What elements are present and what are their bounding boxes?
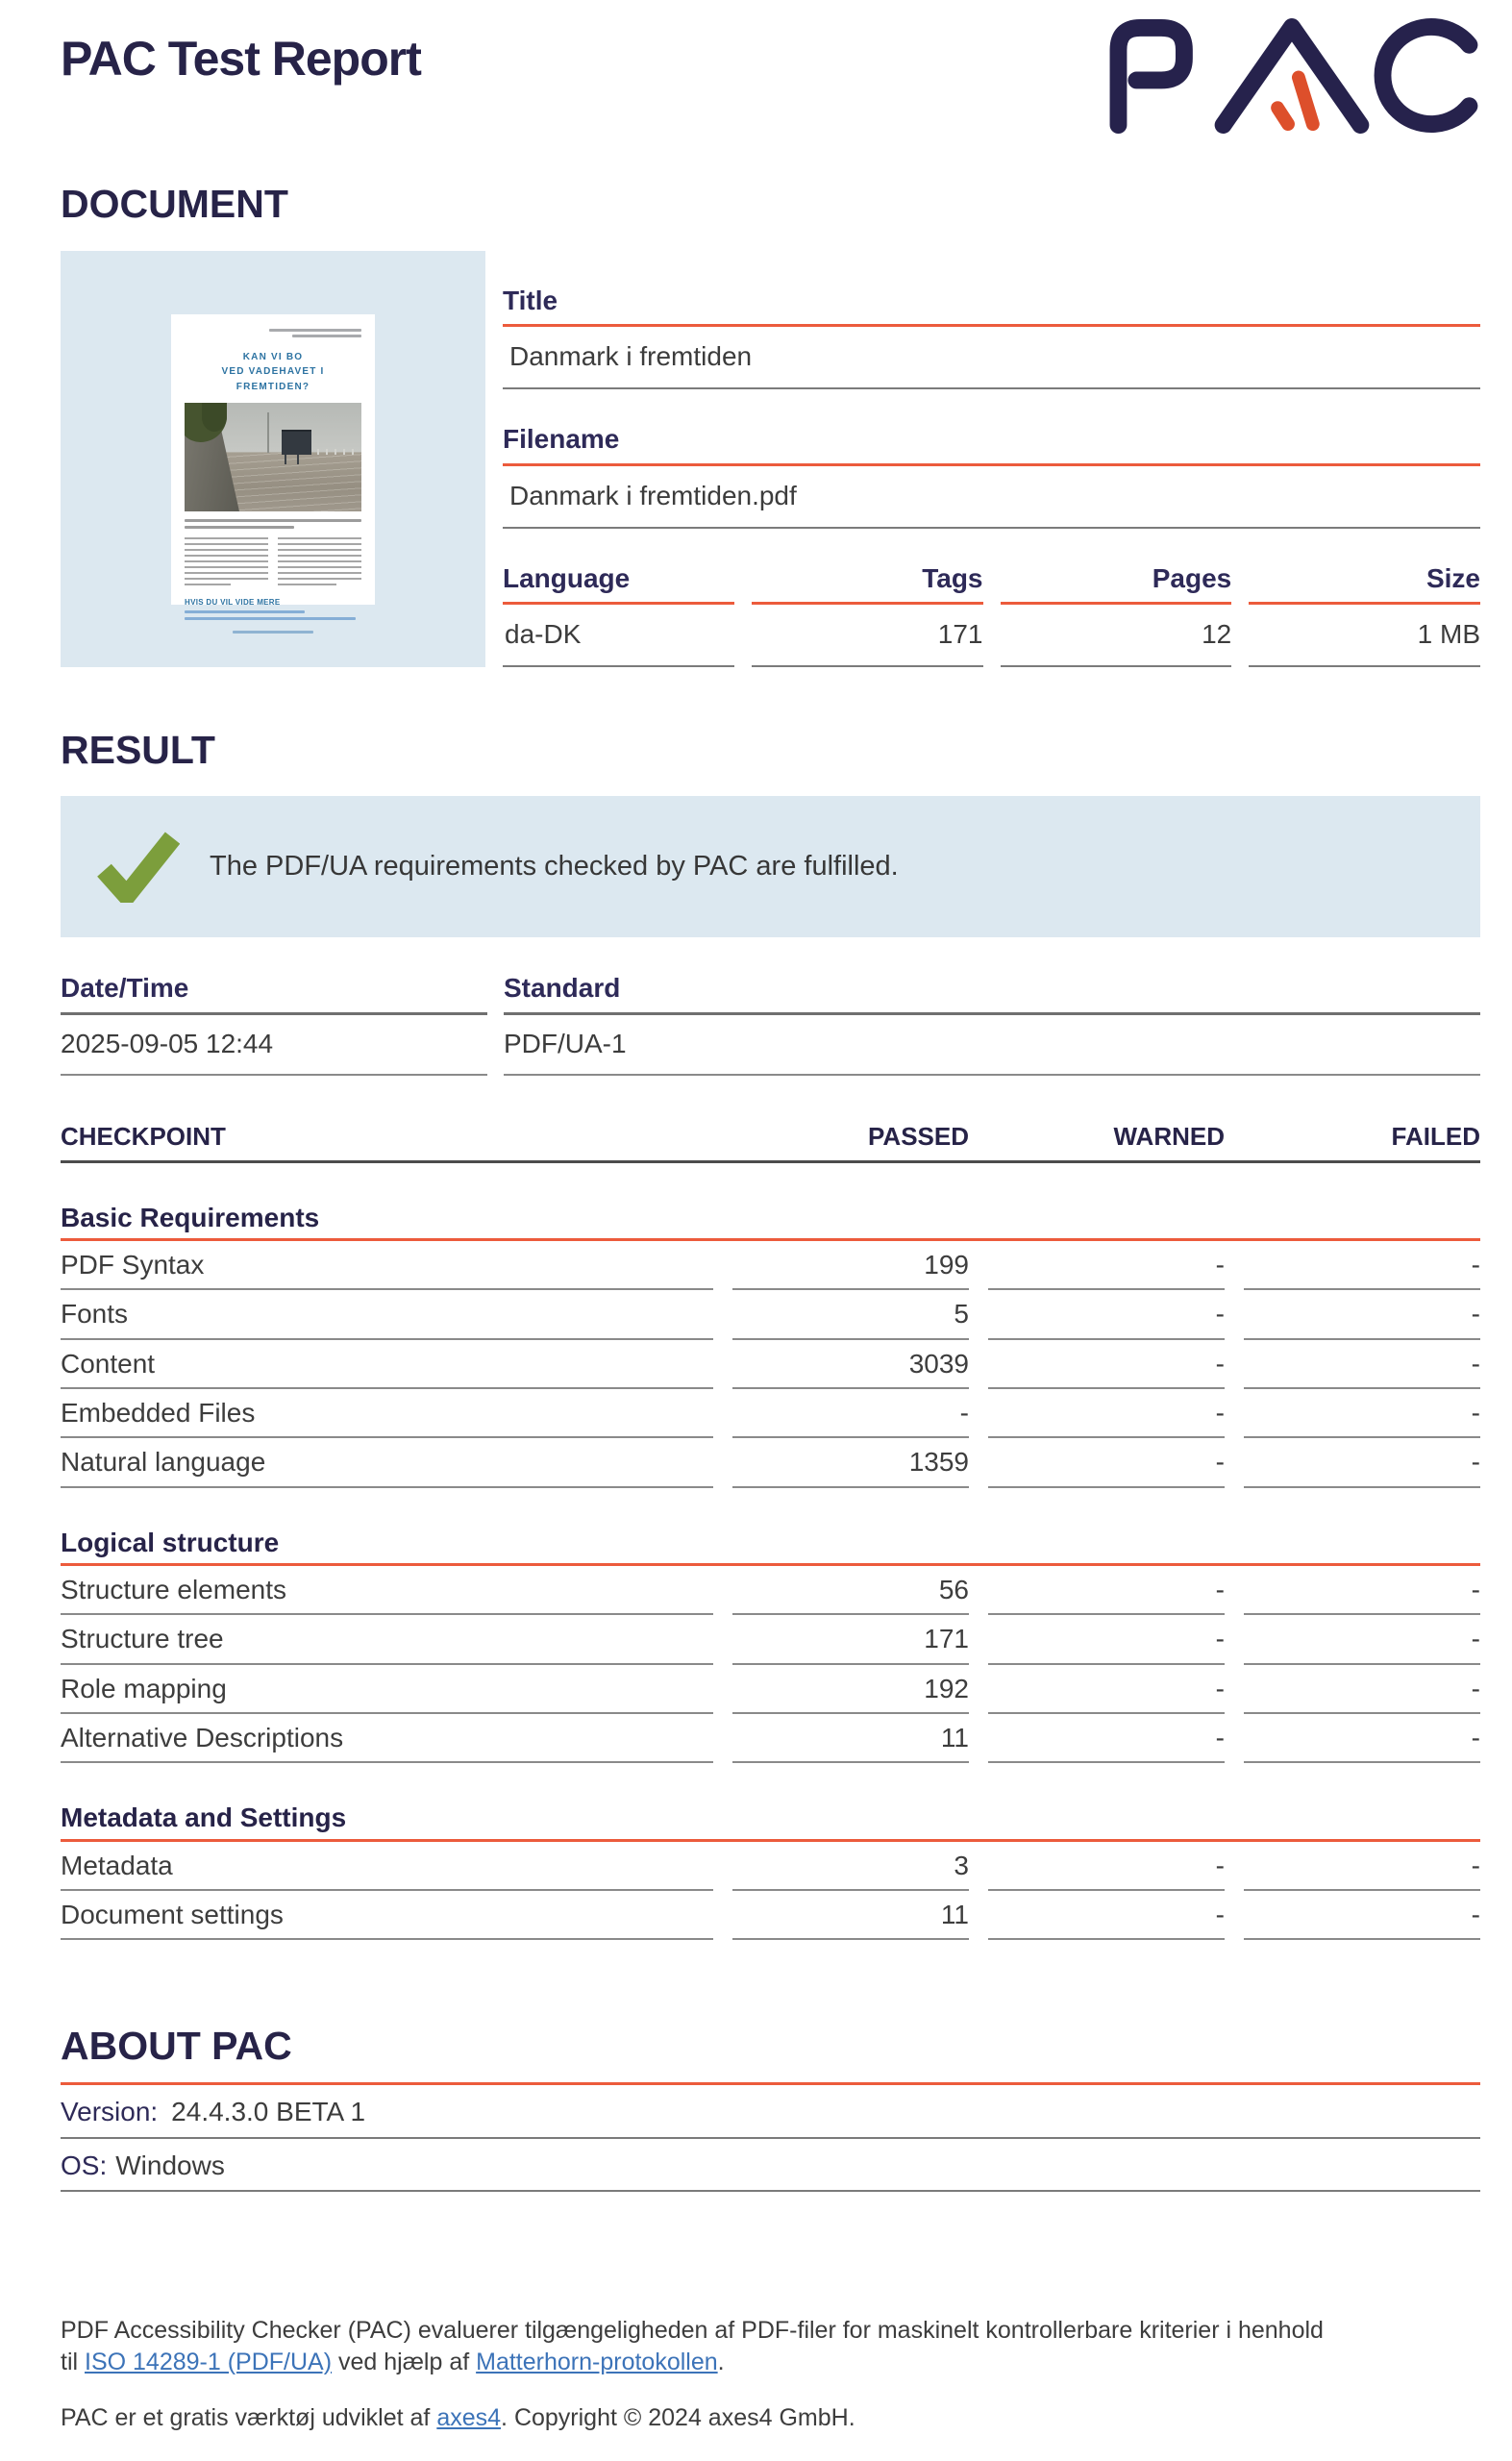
document-card: KAN VI BO VED VADEHAVET I FREMTIDEN? xyxy=(61,251,1480,668)
matterhorn-protocol-link[interactable]: Matterhorn-protokollen xyxy=(476,2348,718,2375)
thumb-credit-lines xyxy=(185,328,361,337)
title-label: Title xyxy=(503,284,1480,328)
about-heading: ABOUT PAC xyxy=(61,2025,1480,2086)
table-row: Structure tree 171 - - xyxy=(61,1615,1480,1665)
table-row: PDF Syntax 199 - - xyxy=(61,1241,1480,1291)
language-value: da-DK xyxy=(503,605,734,668)
thumb-column-left xyxy=(185,537,268,589)
iso-14289-link[interactable]: ISO 14289-1 (PDF/UA) xyxy=(85,2348,333,2375)
horizon-posts xyxy=(317,448,360,456)
tags-label: Tags xyxy=(751,561,983,606)
table-row: Natural language 1359 - - xyxy=(61,1438,1480,1488)
axes4-link[interactable]: axes4 xyxy=(436,2403,502,2431)
filename-label: Filename xyxy=(503,422,1480,466)
page-title: PAC Test Report xyxy=(61,32,422,86)
table-row: Document settings 11 - - xyxy=(61,1891,1480,1941)
col-passed: PASSED xyxy=(868,1121,969,1151)
table-row: Content 3039 - - xyxy=(61,1340,1480,1390)
result-meta: Date/Time 2025-09-05 12:44 Standard PDF/… xyxy=(61,971,1480,1076)
col-failed: FAILED xyxy=(1391,1121,1480,1151)
checkmark-icon xyxy=(97,832,180,904)
field-size: Size 1 MB xyxy=(1249,561,1480,668)
standard-value: PDF/UA-1 xyxy=(504,1015,1480,1076)
table-row: Role mapping 192 - - xyxy=(61,1665,1480,1714)
tags-value: 171 xyxy=(751,605,983,668)
thumb-article-title: KAN VI BO VED VADEHAVET I FREMTIDEN? xyxy=(221,351,325,392)
table-row: Fonts 5 - - xyxy=(61,1290,1480,1340)
size-label: Size xyxy=(1249,561,1480,606)
datetime-label: Date/Time xyxy=(61,971,487,1015)
field-tags: Tags 171 xyxy=(751,561,983,668)
about-section: ABOUT PAC Version: 24.4.3.0 BETA 1 OS: Win… xyxy=(61,2025,1480,2192)
text-line-placeholder xyxy=(269,328,361,332)
section-title-basic-requirements: Basic Requirements xyxy=(61,1203,1480,1241)
document-heading: DOCUMENT xyxy=(61,182,288,226)
field-meta-row: Language da-DK Tags 171 Pages 12 Size 1 … xyxy=(503,561,1480,668)
table-row: Structure elements 56 - - xyxy=(61,1566,1480,1616)
col-warned: WARNED xyxy=(1113,1121,1225,1151)
thumb-more-label: HVIS DU VIL VIDE MERE xyxy=(185,598,281,608)
table-row: Embedded Files - - - xyxy=(61,1389,1480,1439)
thumb-link-line xyxy=(185,610,306,614)
standard-label: Standard xyxy=(504,971,1480,1015)
document-thumbnail-panel: KAN VI BO VED VADEHAVET I FREMTIDEN? xyxy=(61,251,485,668)
pages-value: 12 xyxy=(1000,605,1232,668)
flooded-shed xyxy=(282,430,312,464)
size-value: 1 MB xyxy=(1249,605,1480,668)
col-checkpoint: CHECKPOINT xyxy=(61,1121,226,1151)
checkpoint-table-header: CHECKPOINT PASSED WARNED FAILED xyxy=(61,1122,1480,1163)
checkpoint-table: CHECKPOINT PASSED WARNED FAILED Basic Re… xyxy=(61,1122,1480,1941)
text-line-placeholder xyxy=(185,526,295,530)
os-value: Windows xyxy=(115,2150,225,2180)
field-pages: Pages 12 xyxy=(1000,561,1232,668)
result-message: The PDF/UA requirements checked by PAC a… xyxy=(210,851,899,882)
section-title-logical-structure: Logical structure xyxy=(61,1528,1480,1566)
report-header: PAC Test Report xyxy=(61,17,1480,140)
pdf-first-page-thumbnail: KAN VI BO VED VADEHAVET I FREMTIDEN? xyxy=(171,313,375,634)
version-row: Version: 24.4.3.0 BETA 1 xyxy=(61,2085,1480,2139)
text-line-placeholder xyxy=(292,334,361,337)
os-label: OS: xyxy=(61,2150,108,2180)
field-language: Language da-DK xyxy=(503,561,734,668)
footer-description: PDF Accessibility Checker (PAC) evaluere… xyxy=(61,2316,1324,2375)
os-row: OS: Windows xyxy=(61,2139,1480,2192)
thumb-link-line xyxy=(185,617,357,621)
document-fields: Title Danmark i fremtiden Filename Danma… xyxy=(503,251,1480,668)
table-row: Alternative Descriptions 11 - - xyxy=(61,1714,1480,1764)
field-standard: Standard PDF/UA-1 xyxy=(504,971,1480,1076)
foliage xyxy=(202,403,228,432)
text-line-placeholder xyxy=(185,519,361,523)
result-status-box: The PDF/UA requirements checked by PAC a… xyxy=(61,796,1480,938)
result-heading: RESULT xyxy=(61,728,215,773)
pac-logo-icon xyxy=(1109,17,1478,134)
language-label: Language xyxy=(503,561,734,606)
thumb-caption-lines xyxy=(185,519,361,530)
version-value: 24.4.3.0 BETA 1 xyxy=(171,2097,366,2127)
thumb-page-footer xyxy=(232,631,314,634)
title-value: Danmark i fremtiden xyxy=(503,327,1480,390)
thumb-body-columns xyxy=(185,537,361,589)
field-datetime: Date/Time 2025-09-05 12:44 xyxy=(61,971,487,1076)
version-label: Version: xyxy=(61,2097,159,2127)
lamp-post xyxy=(267,412,270,454)
result-section: RESULT The PDF/UA requirements checked b… xyxy=(61,728,1480,1076)
filename-value: Danmark i fremtiden.pdf xyxy=(503,466,1480,529)
footer-copyright: PAC er et gratis værktøj udviklet af axe… xyxy=(61,2403,855,2431)
datetime-value: 2025-09-05 12:44 xyxy=(61,1015,487,1076)
thumb-flood-photo xyxy=(185,403,361,512)
thumb-column-right xyxy=(278,537,361,589)
table-row: Metadata 3 - - xyxy=(61,1842,1480,1891)
pages-label: Pages xyxy=(1000,561,1232,606)
field-filename: Filename Danmark i fremtiden.pdf xyxy=(503,422,1480,529)
field-title: Title Danmark i fremtiden xyxy=(503,284,1480,390)
document-section: DOCUMENT KAN VI BO VED VADEHAVET I FREMT… xyxy=(61,182,1480,668)
section-title-metadata-settings: Metadata and Settings xyxy=(61,1802,1480,1842)
report-footer: PDF Accessibility Checker (PAC) evaluere… xyxy=(61,2315,1480,2434)
